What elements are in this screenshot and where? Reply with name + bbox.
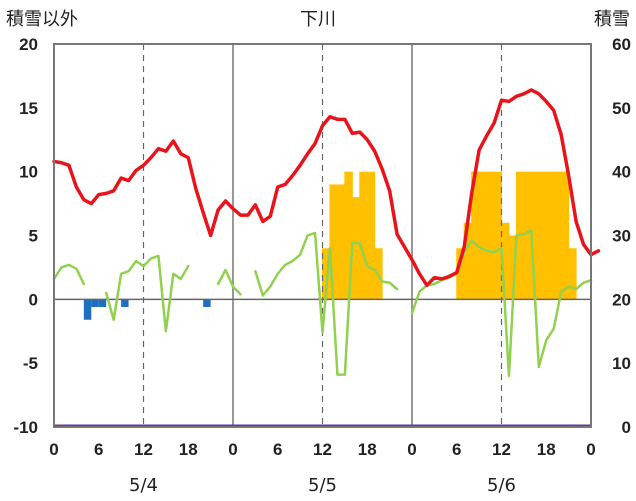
left-tick-label: -10 [13,418,38,437]
snow-depth-bar [336,184,346,300]
left-tick-label: 20 [19,35,38,54]
plot-area [52,44,601,428]
negative-bar [91,299,99,307]
x-tick-label: 18 [179,440,198,459]
right-tick-label: 50 [612,99,631,118]
x-tick-label: 6 [452,440,461,459]
x-tick-label: 18 [537,440,556,459]
left-tick-label: 5 [29,227,38,246]
left-tick-label: -5 [23,354,38,373]
negative-bar [98,299,107,307]
x-tick-label: 0 [228,440,237,459]
snow-depth-bar [538,171,547,300]
left-axis-title: 積雪以外 [6,9,78,30]
snow-depth-bar [545,171,555,300]
negative-bar [121,299,129,307]
snow-depth-bar [463,222,473,300]
snow-depth-bar [530,171,540,300]
snow-depth-bar [568,248,577,300]
left-tick-label: 0 [29,290,38,309]
left-tick-label: 15 [19,99,38,118]
snow-depth-bar [322,248,331,300]
right-tick-label: 0 [622,418,631,437]
snow-depth-bar [493,171,502,300]
snow-depth-bar [523,171,532,300]
x-tick-label: 0 [49,440,58,459]
snow-depth-bar [329,184,338,300]
right-tick-label: 30 [612,227,631,246]
snow-depth-bar [471,171,480,300]
snow-depth-bar [560,171,570,300]
x-tick-label: 12 [492,440,511,459]
snow-depth-bar [553,171,562,300]
x-tick-label: 18 [358,440,377,459]
left-tick-label: 10 [19,163,38,182]
snow-depth-bar [344,171,353,300]
snow-depth-bar [508,235,517,300]
right-axis-title: 積雪 [594,9,630,30]
x-tick-label: 6 [94,440,103,459]
right-tick-label: 20 [612,290,631,309]
snow-depth-bar [359,171,368,300]
chart-title: 下川 [300,9,336,30]
snow-depth-bar [456,248,465,300]
snow-depth-bar [478,171,488,300]
date-label: 5/5 [308,475,337,496]
snow-depth-bar [351,197,361,300]
wind-line [104,254,190,333]
wind-line [254,231,399,376]
snow-depth-bar [501,222,510,300]
plot-frame [53,43,592,428]
wind-line [52,263,86,286]
x-tick-label: 12 [134,440,153,459]
snow-depth-bar [366,171,376,300]
x-tick-label: 0 [407,440,416,459]
x-tick-label: 0 [586,440,595,459]
right-tick-label: 60 [612,35,631,54]
right-tick-label: 40 [612,163,631,182]
date-label: 5/6 [487,475,516,496]
negative-bar [203,299,211,307]
wind-line [216,268,242,296]
right-tick-label: 10 [612,354,631,373]
negative-bar [83,299,92,320]
x-tick-label: 12 [313,440,332,459]
x-tick-label: 6 [273,440,282,459]
temperature-line [52,88,601,288]
snow-depth-bar [486,171,495,300]
date-label: 5/4 [129,475,158,496]
